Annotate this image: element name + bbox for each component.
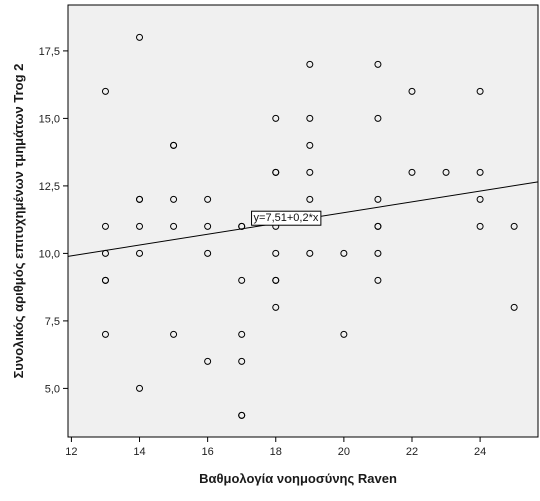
- y-axis-title: Συνολικός αριθμός επιτυχημένων τμημάτων …: [11, 64, 26, 379]
- data-point: [238, 411, 246, 419]
- data-point: [306, 141, 314, 149]
- x-tick-label: 16: [202, 446, 214, 458]
- fit-equation-label: y=7,51+0,2*x: [254, 212, 319, 224]
- data-point: [170, 141, 178, 149]
- data-point: [306, 249, 314, 257]
- data-point: [170, 222, 178, 230]
- x-tick-label: 20: [338, 446, 350, 458]
- y-tick-label: 15,0: [39, 113, 60, 125]
- data-point: [101, 330, 109, 338]
- data-point: [476, 87, 484, 95]
- data-point: [136, 222, 144, 230]
- data-point: [408, 168, 416, 176]
- data-point: [204, 249, 212, 257]
- data-point: [442, 168, 450, 176]
- data-point: [238, 222, 246, 230]
- data-point: [272, 276, 280, 284]
- data-point: [306, 60, 314, 68]
- y-tick-label: 12,5: [39, 181, 60, 193]
- data-point: [408, 87, 416, 95]
- data-point: [476, 222, 484, 230]
- x-tick-label: 12: [65, 446, 77, 458]
- data-point: [374, 195, 382, 203]
- data-point: [374, 222, 382, 230]
- data-point: [510, 303, 518, 311]
- ticks-layer: 12 14 16 18 20 22 24 5,0 7,5 10,0 12,5 15,0 17,5: [39, 46, 487, 458]
- data-point: [136, 384, 144, 392]
- data-point: [272, 303, 280, 311]
- x-tick-label: 18: [270, 446, 282, 458]
- data-point: [170, 195, 178, 203]
- data-point: [374, 60, 382, 68]
- x-tick-label: 24: [474, 446, 486, 458]
- data-point: [136, 249, 144, 257]
- x-axis-title: Βαθμολογία νοημοσύνης Raven: [199, 471, 397, 486]
- data-point: [101, 249, 109, 257]
- data-point: [476, 195, 484, 203]
- y-tick-label: 10,0: [39, 248, 60, 260]
- data-point: [204, 222, 212, 230]
- data-point: [238, 357, 246, 365]
- data-point: [101, 222, 109, 230]
- data-point: [170, 330, 178, 338]
- y-tick-label: 7,5: [45, 316, 60, 328]
- data-point: [374, 114, 382, 122]
- data-point: [510, 222, 518, 230]
- data-point: [204, 357, 212, 365]
- data-point: [101, 276, 109, 284]
- data-point: [306, 114, 314, 122]
- data-point: [374, 276, 382, 284]
- data-point: [306, 168, 314, 176]
- y-tick-label: 5,0: [45, 383, 60, 395]
- data-point: [306, 195, 314, 203]
- fit-equation-box: [251, 210, 322, 226]
- data-point: [136, 33, 144, 41]
- x-tick-label: 14: [133, 446, 145, 458]
- data-point: [101, 87, 109, 95]
- data-point: [238, 330, 246, 338]
- data-point: [374, 249, 382, 257]
- x-tick-label: 22: [406, 446, 418, 458]
- data-point: [272, 114, 280, 122]
- data-point: [272, 168, 280, 176]
- points-layer: [101, 33, 518, 419]
- y-tick-label: 17,5: [39, 46, 60, 58]
- data-point: [136, 195, 144, 203]
- data-point: [340, 330, 348, 338]
- data-point: [238, 276, 246, 284]
- data-point: [272, 249, 280, 257]
- fit-label-layer: y=7,51+0,2*x: [251, 210, 322, 226]
- data-point: [204, 195, 212, 203]
- data-point: [340, 249, 348, 257]
- data-point: [476, 168, 484, 176]
